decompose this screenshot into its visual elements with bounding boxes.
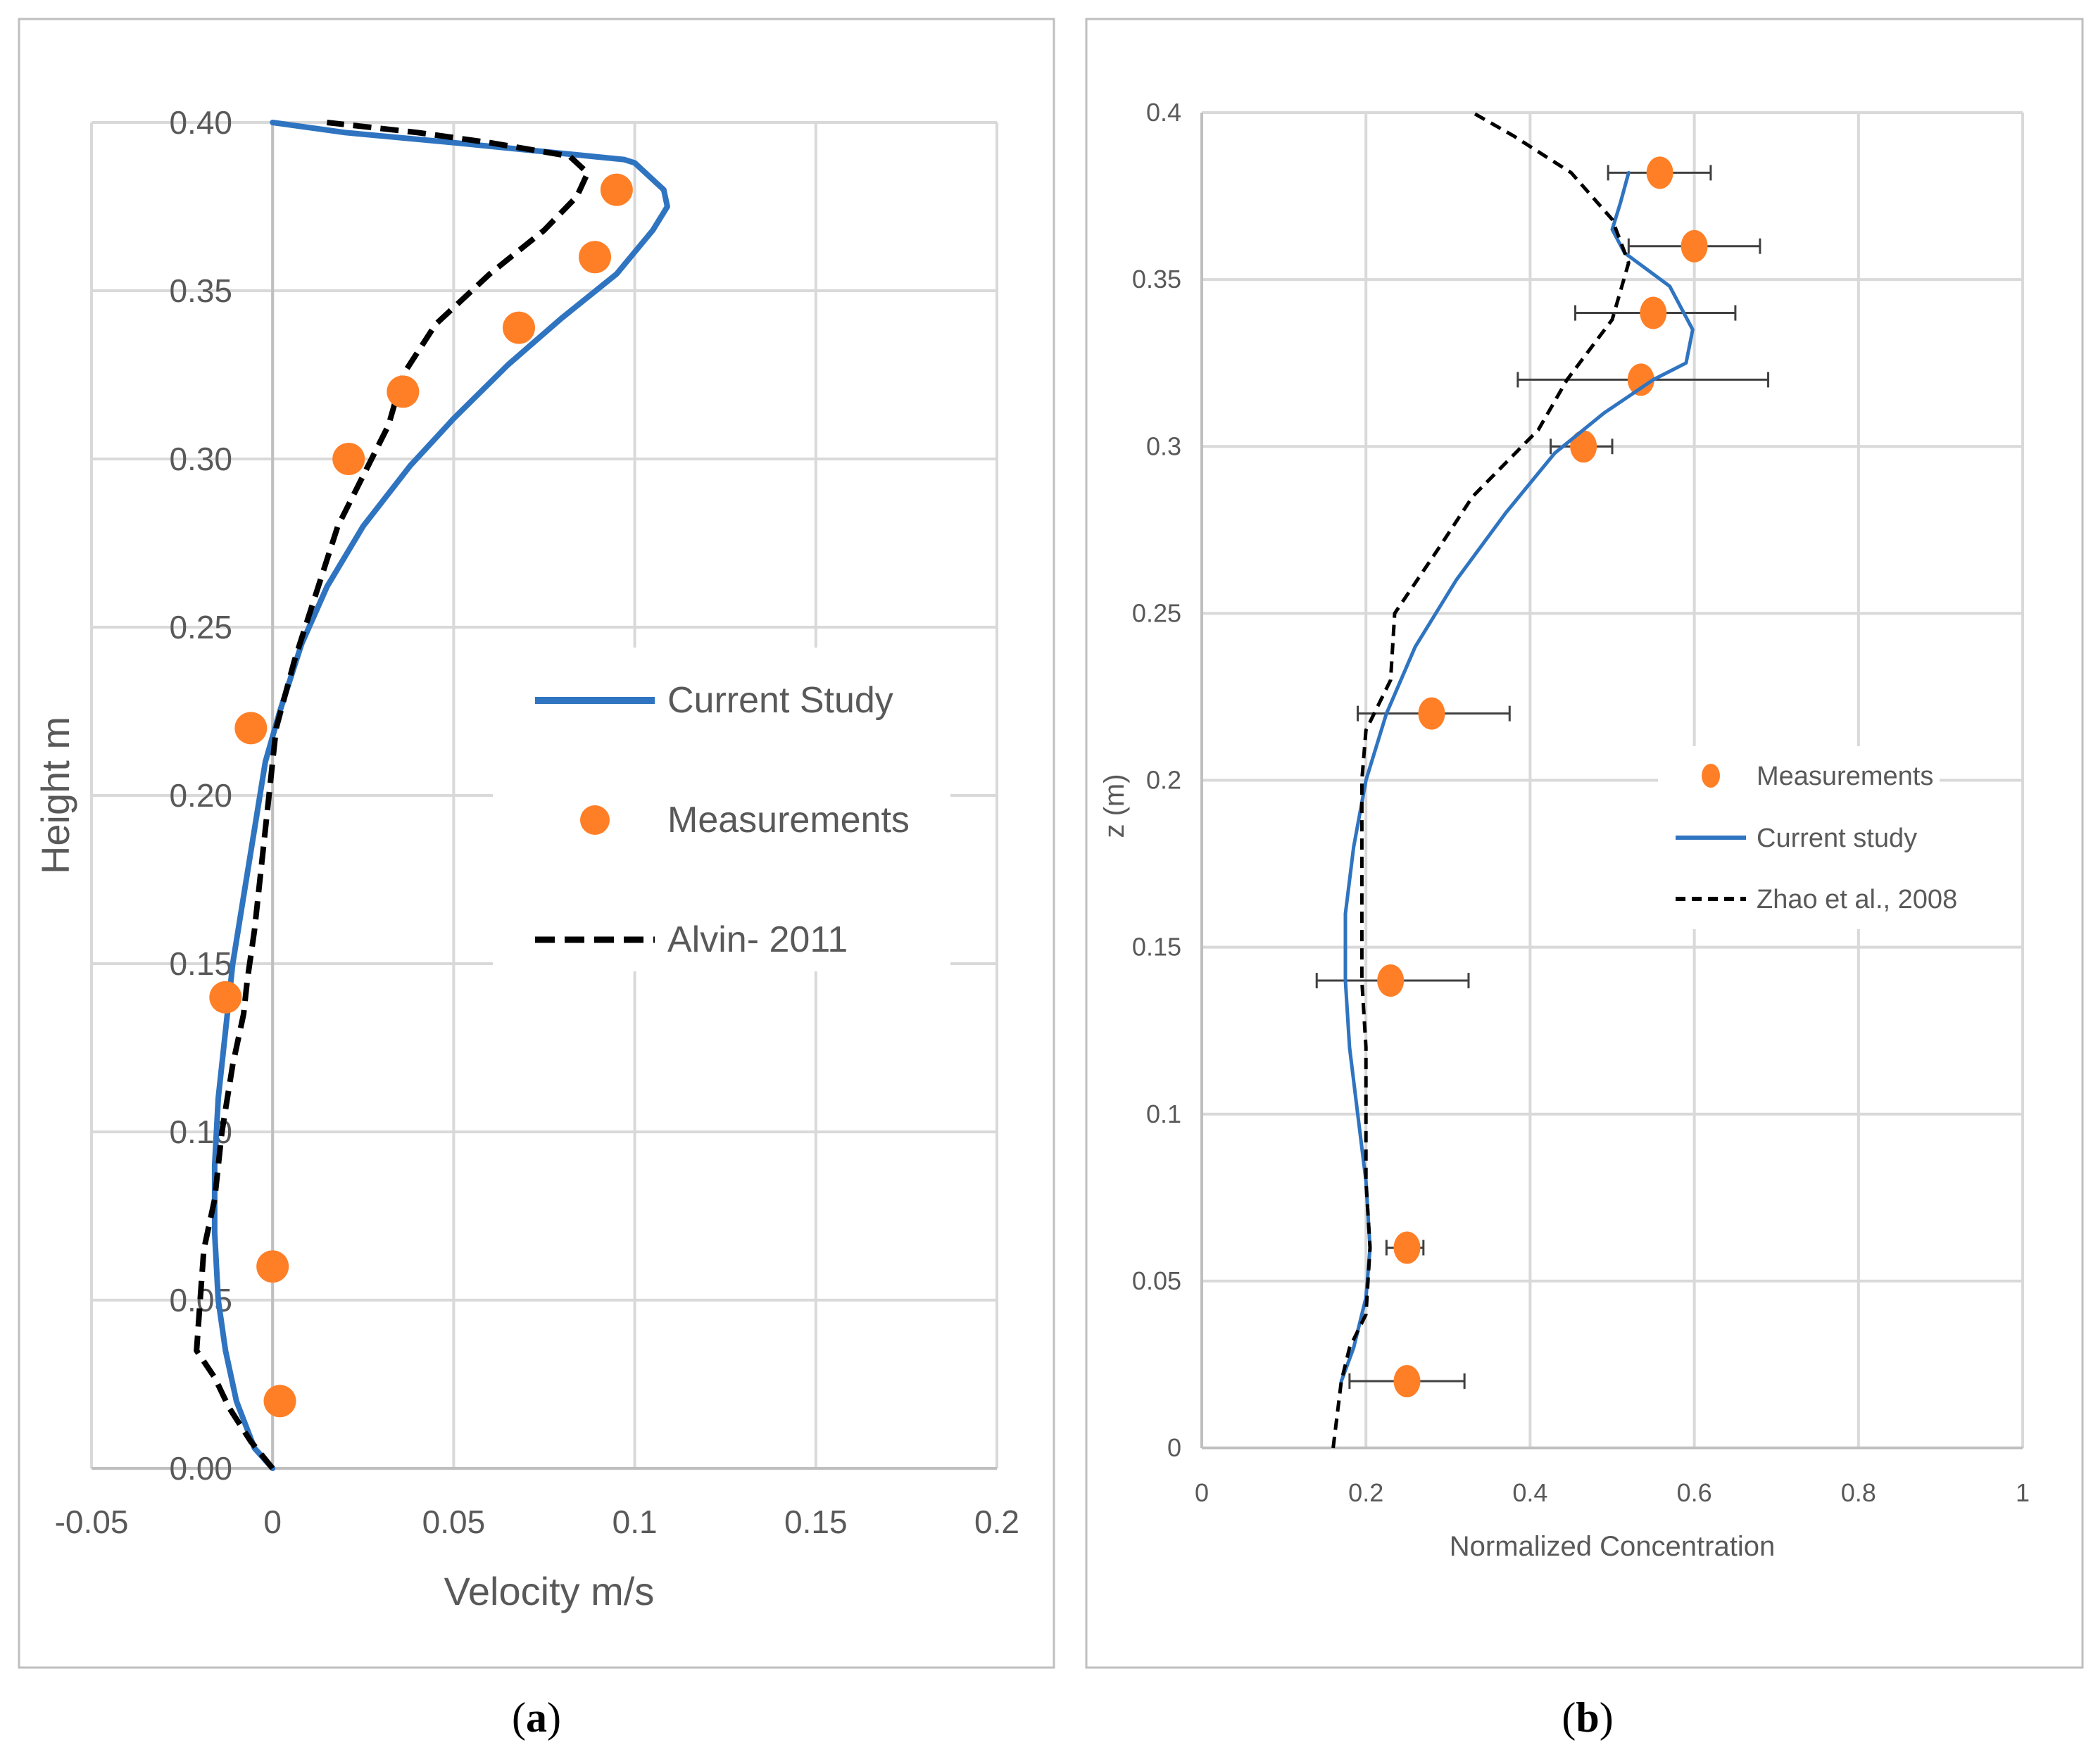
caption-close-paren: )	[1600, 1694, 1614, 1741]
panel-b-y-tick-label: 0.05	[1132, 1266, 1181, 1295]
panel-b-y-tick-label: 0.35	[1132, 265, 1181, 294]
panel-a-legend: Current Study Measurements Alvin- 2011	[493, 648, 950, 971]
caption-open-paren: (	[1562, 1694, 1576, 1741]
panel-a-x-tick-label: 0.05	[422, 1504, 486, 1540]
panel-a-series-measurements-point	[502, 311, 535, 344]
panel-a-x-tick-label: 0.1	[613, 1504, 658, 1540]
legend-b-measurements-swatch	[1702, 764, 1720, 788]
panel-b-series-measurements-point	[1646, 156, 1673, 189]
panel-a-series-measurements-point	[579, 241, 612, 274]
legend-measurements-swatch	[580, 805, 610, 835]
caption-close-paren: )	[547, 1694, 561, 1741]
panel-b-y-tick-label: 0.1	[1146, 1100, 1181, 1128]
panel-a-series-measurements-point	[387, 375, 420, 408]
panel-b-x-tick-label: 1	[2016, 1478, 2030, 1507]
panel-b-x-tick-label: 0.4	[1512, 1478, 1547, 1507]
panel-a-y-tick-labels: 0.000.050.100.150.200.250.300.350.40	[169, 104, 232, 1487]
panel-a-x-tick-label: -0.05	[55, 1504, 129, 1540]
panel-a-axes	[92, 122, 997, 1470]
panel-a-series-measurements-point	[234, 712, 268, 745]
caption-letter: a	[526, 1694, 547, 1741]
panel-a-y-tick-label: 0.20	[169, 777, 232, 814]
panel-a-series-measurements-point	[209, 981, 242, 1014]
panel-b-x-axis-label: Normalized Concentration	[1450, 1531, 1775, 1562]
panel-b-x-tick-label: 0.8	[1841, 1478, 1876, 1507]
legend-b-zhao-2008-label: Zhao et al., 2008	[1757, 885, 1957, 914]
panel-b-x-tick-label: 0.6	[1677, 1478, 1712, 1507]
panel-a-x-tick-label: 0.15	[784, 1504, 848, 1540]
panel-b-y-tick-label: 0.25	[1132, 598, 1181, 627]
panel-b-x-tick-labels: 0 0.2 0.4 0.6 0.8 1	[1195, 1478, 2030, 1507]
panel-b-y-tick-label: 0.2	[1146, 766, 1181, 795]
panel-b-y-tick-label: 0.15	[1132, 933, 1181, 962]
panel-b-legend: Measurements Current study Zhao et al., …	[1658, 746, 1957, 929]
panel-b: 0 0.05 0.1 0.15 0.2 0.25 0.3 0.35 0.4 0 0.2 0.4 0.6…	[1085, 18, 2084, 1741]
panel-a-y-tick-label: 0.40	[169, 104, 232, 141]
panel-b-caption: (b)	[1562, 1694, 1613, 1741]
legend-current-study-label: Current Study	[667, 680, 893, 721]
panel-b-y-axis-label: z (m)	[1099, 774, 1130, 838]
panel-a-series-alvin-2011-line	[194, 120, 591, 1470]
panel-a-caption: (a)	[512, 1694, 561, 1741]
panel-b-series-measurements-point	[1570, 430, 1597, 463]
panel-b-y-tick-label: 0.4	[1146, 98, 1181, 127]
panel-a-series-measurements-point	[332, 443, 365, 475]
panel-a-series	[194, 120, 670, 1471]
panel-b-axes	[1200, 113, 2023, 1449]
legend-measurements-label: Measurements	[667, 800, 910, 840]
panel-a-series-measurements-point	[263, 1385, 296, 1418]
panel-b-x-tick-label: 0.2	[1348, 1478, 1383, 1507]
panel-b-x-tick-label: 0	[1195, 1478, 1209, 1507]
panel-a-y-tick-label: 0.15	[169, 945, 232, 982]
caption-letter: b	[1576, 1694, 1599, 1741]
legend-b-current-study-label: Current study	[1757, 824, 1917, 853]
panel-b-series-measurements-point	[1418, 697, 1445, 730]
panel-b-series-measurements-point	[1377, 964, 1405, 997]
panel-a-y-tick-label: 0.35	[169, 272, 232, 309]
panel-b-series-measurements-point	[1640, 296, 1667, 329]
panel-a-series-measurements-point	[256, 1250, 289, 1283]
panel-a-x-tick-label: 0.2	[974, 1504, 1019, 1540]
panel-a-y-axis-label: Height m	[33, 717, 77, 874]
legend-b-measurements-label: Measurements	[1757, 762, 1933, 791]
panel-a: 0.00 0.05 0.1 0 0.15 0.20 0.25 0.30 0.35 0.40 -0.…	[18, 18, 1055, 1741]
panel-b-series	[1315, 111, 1770, 1449]
panel-a-y-tick-label: 0.25	[169, 609, 232, 645]
panel-a-x-tick-labels: -0.05 0 0.05 0.1 0.15 0.2	[55, 1504, 1019, 1540]
panel-a-x-tick-label: 0	[263, 1504, 282, 1540]
panel-b-series-measurements-point	[1393, 1365, 1421, 1398]
panel-b-series-measurements-point	[1681, 229, 1708, 263]
panel-a-y-tick-label: 0.30	[169, 441, 232, 477]
panel-a-y-tick-label: 0.00	[169, 1450, 232, 1487]
panel-b-series-zhao-et-al-2008-line	[1331, 111, 1631, 1449]
panel-a-series-measurements-point	[600, 173, 633, 206]
panel-b-series-measurements-point	[1627, 363, 1654, 396]
panel-b-series-current-study-line	[1339, 170, 1695, 1383]
caption-open-paren: (	[512, 1694, 526, 1741]
panel-a-x-axis-label: Velocity m/s	[444, 1569, 655, 1613]
panel-b-series-measurements-point	[1393, 1231, 1421, 1264]
panel-b-y-tick-labels: 0 0.05 0.1 0.15 0.2 0.25 0.3 0.35 0.4	[1132, 98, 1181, 1462]
panel-b-y-tick-label: 0	[1167, 1433, 1181, 1462]
panel-a-series-current-study-line	[211, 120, 670, 1471]
panel-b-y-tick-label: 0.3	[1146, 431, 1181, 460]
legend-alvin-2011-label: Alvin- 2011	[667, 919, 848, 960]
